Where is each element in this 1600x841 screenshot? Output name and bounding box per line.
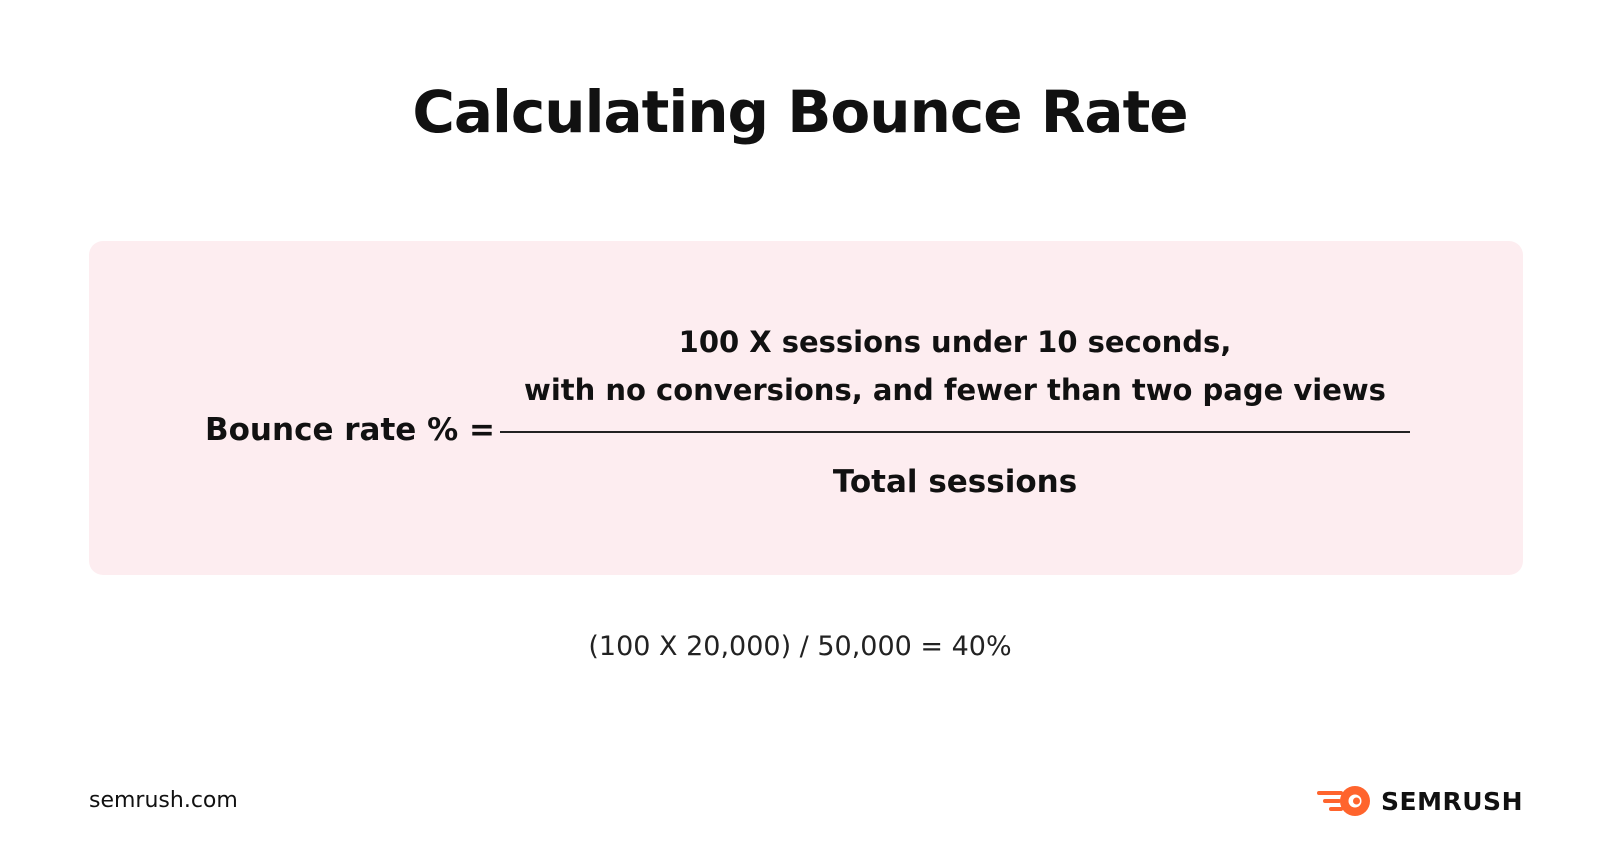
formula-denominator: Total sessions <box>832 464 1078 500</box>
formula-numerator: 100 X sessions under 10 seconds, with no… <box>500 318 1410 414</box>
semrush-fireball-icon <box>1317 786 1371 816</box>
fraction-bar <box>500 431 1410 433</box>
numerator-line-1: 100 X sessions under 10 seconds, <box>678 325 1232 359</box>
formula-lhs: Bounce rate % = <box>205 412 495 448</box>
site-url: semrush.com <box>89 788 238 813</box>
example-calculation: (100 X 20,000) / 50,000 = 40% <box>588 631 1012 662</box>
numerator-line-2: with no conversions, and fewer than two … <box>524 373 1386 407</box>
brand-logo: SEMRUSH <box>1317 784 1523 818</box>
page-title: Calculating Bounce Rate <box>412 78 1188 146</box>
formula-box <box>89 241 1523 575</box>
brand-name: SEMRUSH <box>1381 786 1523 816</box>
